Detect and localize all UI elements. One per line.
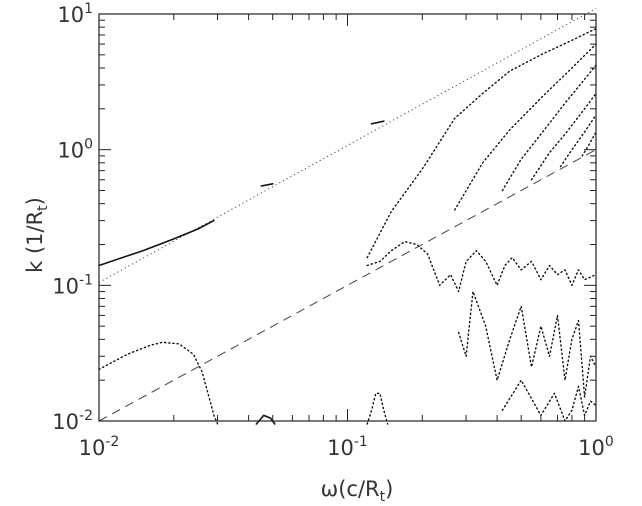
y-tick-label: 100 [57, 137, 93, 163]
y-tick-label: 10-2 [52, 408, 93, 434]
reference-lines [98, 7, 597, 422]
y-axis-title: k (1/Rt) [23, 197, 51, 273]
data-series-14 [457, 290, 597, 398]
x-tick-label: 10-2 [79, 434, 120, 460]
data-series-5 [370, 120, 385, 125]
data-series-4 [255, 414, 276, 425]
y-tick-label: 10-1 [52, 272, 93, 298]
data-series [98, 27, 597, 425]
data-series-10 [530, 92, 597, 181]
axis-ticks [98, 13, 597, 422]
data-series-8 [454, 43, 597, 211]
data-series-11 [559, 114, 597, 168]
reference-line-dotted [98, 7, 597, 283]
data-series-9 [501, 64, 597, 192]
data-series-13 [366, 240, 597, 293]
y-tick-label: 101 [57, 1, 93, 27]
data-series-3 [260, 183, 274, 187]
data-series-15 [501, 379, 597, 422]
x-tick-label: 10-1 [327, 434, 368, 460]
data-series-6 [366, 392, 389, 425]
data-series-2 [98, 341, 219, 425]
plot-frame [98, 13, 597, 422]
data-series-1 [98, 219, 215, 267]
data-series-7 [366, 27, 597, 259]
reference-line-dashed [98, 149, 597, 422]
x-axis-title: ω(c/Rt) [321, 477, 394, 505]
x-tick-label: 100 [578, 434, 614, 460]
tick-labels: 10-2 10-1 100 10-2 10-1 100 101 [52, 1, 614, 460]
data-series-12 [581, 131, 597, 157]
